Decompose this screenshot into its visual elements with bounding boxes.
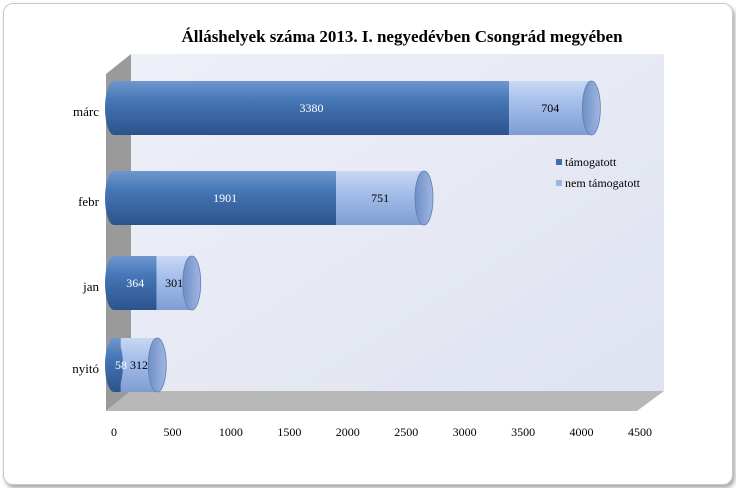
data-label-s1-c1: 58 bbox=[115, 358, 127, 372]
bars-layer: 58 312 364 301 1901 751 3380 704 bbox=[105, 80, 601, 393]
data-label-s2-c4: 704 bbox=[541, 101, 559, 115]
data-label-s1-c2: 364 bbox=[126, 276, 144, 290]
chart-svg: Álláshelyek száma 2013. I. negyedévben C… bbox=[72, 27, 664, 439]
bar-group-1: 58 312 bbox=[105, 337, 167, 393]
plot-side-wall bbox=[106, 54, 131, 411]
x-tick-label-4: 1500 bbox=[277, 425, 301, 439]
data-label-s2-c3: 751 bbox=[371, 191, 389, 205]
bar-base-c1 bbox=[105, 338, 123, 392]
x-tick-label-5: 2000 bbox=[336, 425, 360, 439]
bar-group-3: 1901 751 bbox=[105, 170, 434, 226]
bar-cap-c4 bbox=[581, 80, 601, 136]
bar-cap-c1 bbox=[147, 337, 167, 393]
bar-base-c4 bbox=[105, 81, 123, 135]
x-tick-label-6: 2500 bbox=[394, 425, 418, 439]
category-labels: nyitó jan febr márc bbox=[72, 104, 99, 376]
legend-swatch-series-1 bbox=[556, 159, 562, 165]
data-label-s2-c1: 312 bbox=[130, 358, 148, 372]
x-tick-label-7: 3000 bbox=[453, 425, 477, 439]
bar-segment-s1-c4 bbox=[114, 81, 510, 135]
category-label-4: márc bbox=[73, 104, 99, 119]
chart-title: Álláshelyek száma 2013. I. negyedévben C… bbox=[181, 27, 623, 46]
bar-group-4: 3380 704 bbox=[105, 80, 601, 136]
bar-base-c3 bbox=[105, 171, 123, 225]
plot-floor bbox=[106, 391, 664, 411]
bar-group-2: 364 301 bbox=[105, 255, 202, 311]
bar-cap-c3 bbox=[414, 170, 434, 226]
bar-segment-s1-c3 bbox=[114, 171, 337, 225]
chart-frame: Álláshelyek száma 2013. I. negyedévben C… bbox=[3, 3, 733, 485]
x-tick-label-3: 1000 bbox=[219, 425, 243, 439]
x-axis-ticks: 0 500 1000 1500 2000 2500 3000 3500 4000 4500 bbox=[111, 425, 652, 439]
data-label-s1-c3: 1901 bbox=[213, 191, 237, 205]
x-tick-label-2: 500 bbox=[163, 425, 181, 439]
x-tick-label-8: 3500 bbox=[511, 425, 535, 439]
category-label-2: jan bbox=[82, 279, 99, 294]
x-tick-label-1: 0 bbox=[111, 425, 117, 439]
category-label-3: febr bbox=[78, 194, 100, 209]
data-label-s1-c4: 3380 bbox=[300, 101, 324, 115]
data-label-s2-c2: 301 bbox=[165, 276, 183, 290]
bar-segment-s2-c4 bbox=[509, 81, 592, 135]
bar-base-c2 bbox=[105, 256, 123, 310]
x-tick-label-10: 4500 bbox=[628, 425, 652, 439]
bar-segment-s2-c3 bbox=[336, 171, 424, 225]
legend-label-series-1: támogatott bbox=[565, 155, 617, 169]
legend: támogatott nem támogatott bbox=[556, 155, 641, 190]
x-tick-label-9: 4000 bbox=[570, 425, 594, 439]
legend-label-series-2: nem támogatott bbox=[565, 176, 641, 190]
bar-cap-c2 bbox=[182, 255, 202, 311]
legend-swatch-series-2 bbox=[556, 180, 562, 186]
category-label-1: nyitó bbox=[72, 361, 99, 376]
